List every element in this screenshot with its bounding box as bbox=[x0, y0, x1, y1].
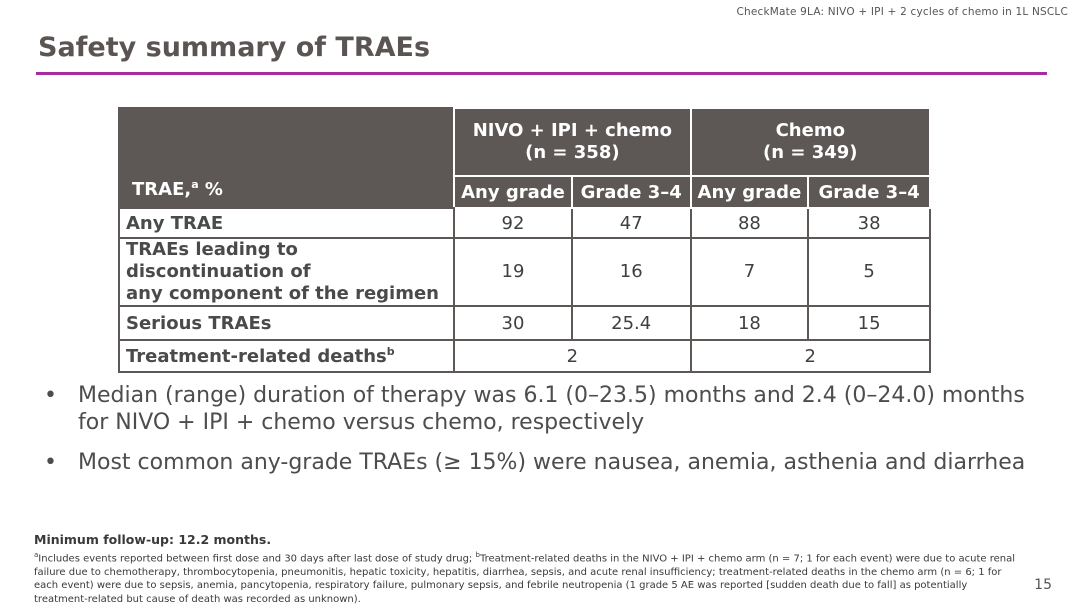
slide-title: Safety summary of TRAEs bbox=[38, 32, 431, 63]
row-label: Treatment-related deathsb bbox=[117, 339, 456, 373]
table-cell: 47 bbox=[570, 207, 692, 239]
row-label: Any TRAE bbox=[117, 207, 456, 239]
title-divider bbox=[36, 72, 1047, 75]
study-note: CheckMate 9LA: NIVO + IPI + 2 cycles of … bbox=[736, 6, 1068, 18]
table-cell: 88 bbox=[689, 207, 810, 239]
table-cell: 30 bbox=[453, 305, 573, 341]
subheader-grade-3-4: Grade 3–4 bbox=[570, 175, 692, 209]
table-cell: 25.4 bbox=[570, 305, 692, 341]
table-cell: 2 bbox=[453, 339, 692, 373]
followup-note: Minimum follow-up: 12.2 months. bbox=[34, 532, 272, 547]
table-cell: 92 bbox=[453, 207, 573, 239]
subheader-grade-3-4: Grade 3–4 bbox=[807, 175, 931, 209]
table-row: Treatment-related deathsb 2 2 bbox=[117, 339, 932, 373]
row-label: Serious TRAEs bbox=[117, 305, 456, 341]
subheader-any-grade: Any grade bbox=[689, 175, 810, 209]
table-row: TRAEs leading to discontinuation of any c… bbox=[117, 237, 931, 307]
row-label: TRAEs leading to discontinuation of any c… bbox=[117, 237, 456, 307]
footnote-text: aIncludes events reported between first … bbox=[34, 551, 1016, 605]
subheader-any-grade: Any grade bbox=[453, 175, 573, 209]
table-row: Any TRAE 92 47 88 38 bbox=[117, 207, 931, 239]
table-cell: 16 bbox=[570, 237, 692, 307]
corner-header: TRAE,a % bbox=[117, 107, 456, 209]
table-cell: 7 bbox=[689, 237, 810, 307]
table-row: Serious TRAEs 30 25.4 18 15 bbox=[117, 305, 931, 341]
group-header-chemo: Chemo (n = 349) bbox=[689, 107, 932, 177]
trae-table: TRAE,a % NIVO + IPI + chemo (n = 358) Che… bbox=[117, 107, 932, 373]
table-cell: 5 bbox=[807, 237, 931, 307]
page-number: 15 bbox=[1034, 577, 1052, 593]
group-header-nivo-ipi-chemo: NIVO + IPI + chemo (n = 358) bbox=[453, 107, 692, 177]
table-cell: 19 bbox=[453, 237, 573, 307]
bullet-dot-icon: • bbox=[44, 450, 57, 475]
bullet-list: • Median (range) duration of therapy was … bbox=[44, 382, 1044, 489]
table-cell: 18 bbox=[689, 305, 810, 341]
table-cell: 38 bbox=[807, 207, 931, 239]
bullet-item: • Most common any-grade TRAEs (≥ 15%) wer… bbox=[44, 450, 1026, 475]
bullet-dot-icon: • bbox=[44, 383, 57, 408]
bullet-item: • Median (range) duration of therapy was … bbox=[44, 383, 1025, 435]
table-cell: 2 bbox=[689, 339, 932, 373]
table-cell: 15 bbox=[807, 305, 931, 341]
